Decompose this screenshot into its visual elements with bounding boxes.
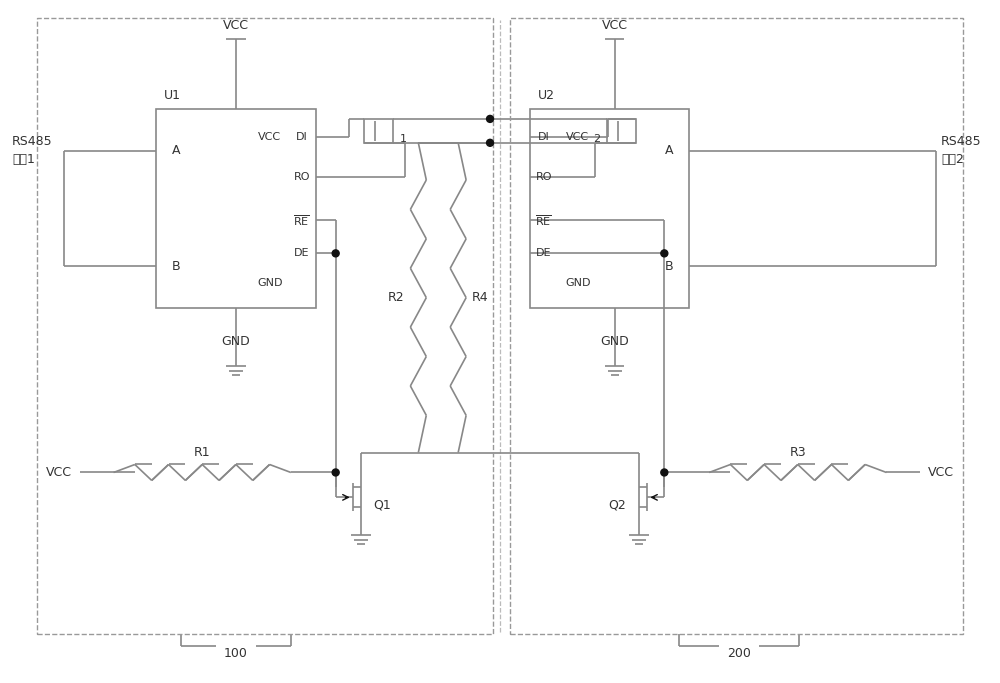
Text: 100: 100 <box>224 647 248 660</box>
Text: B: B <box>172 260 181 273</box>
Text: A: A <box>172 144 181 157</box>
Text: U1: U1 <box>164 89 181 102</box>
Text: $\overline{\mathrm{RE}}$: $\overline{\mathrm{RE}}$ <box>535 213 552 228</box>
Text: VCC: VCC <box>928 466 954 479</box>
Text: Q1: Q1 <box>374 499 391 512</box>
Text: VCC: VCC <box>258 132 282 142</box>
Text: R1: R1 <box>194 446 211 459</box>
Text: 200: 200 <box>727 647 751 660</box>
Circle shape <box>332 469 339 476</box>
Text: R4: R4 <box>472 291 488 304</box>
Text: B: B <box>665 260 674 273</box>
Text: R3: R3 <box>789 446 806 459</box>
Bar <box>156 109 316 308</box>
Text: RO: RO <box>294 171 310 182</box>
Text: 总线1: 总线1 <box>12 153 35 166</box>
Text: 1: 1 <box>399 134 406 144</box>
Text: DE: DE <box>536 249 552 258</box>
Circle shape <box>661 250 668 257</box>
Circle shape <box>487 139 494 146</box>
Text: 总线2: 总线2 <box>941 153 964 166</box>
Text: VCC: VCC <box>566 132 589 142</box>
Text: VCC: VCC <box>602 19 628 32</box>
Text: DI: DI <box>296 132 308 142</box>
Text: GND: GND <box>565 278 590 288</box>
Bar <box>364 119 393 143</box>
Circle shape <box>661 469 668 476</box>
Text: Q2: Q2 <box>609 499 626 512</box>
Bar <box>37 18 493 634</box>
Text: DI: DI <box>538 132 550 142</box>
Text: VCC: VCC <box>223 19 249 32</box>
Text: U2: U2 <box>538 89 555 102</box>
Text: R2: R2 <box>388 291 405 304</box>
Text: GND: GND <box>222 335 250 348</box>
Text: 2: 2 <box>593 134 601 144</box>
Text: GND: GND <box>257 278 283 288</box>
Bar <box>607 119 636 143</box>
Text: RO: RO <box>536 171 552 182</box>
Bar <box>510 18 963 634</box>
Text: GND: GND <box>600 335 629 348</box>
Text: RS485: RS485 <box>12 135 53 148</box>
Text: VCC: VCC <box>46 466 72 479</box>
Circle shape <box>332 250 339 257</box>
Text: RS485: RS485 <box>941 135 982 148</box>
Text: DE: DE <box>294 249 310 258</box>
Bar <box>530 109 689 308</box>
Text: A: A <box>665 144 674 157</box>
Text: $\overline{\mathrm{RE}}$: $\overline{\mathrm{RE}}$ <box>293 213 310 228</box>
Circle shape <box>487 115 494 122</box>
